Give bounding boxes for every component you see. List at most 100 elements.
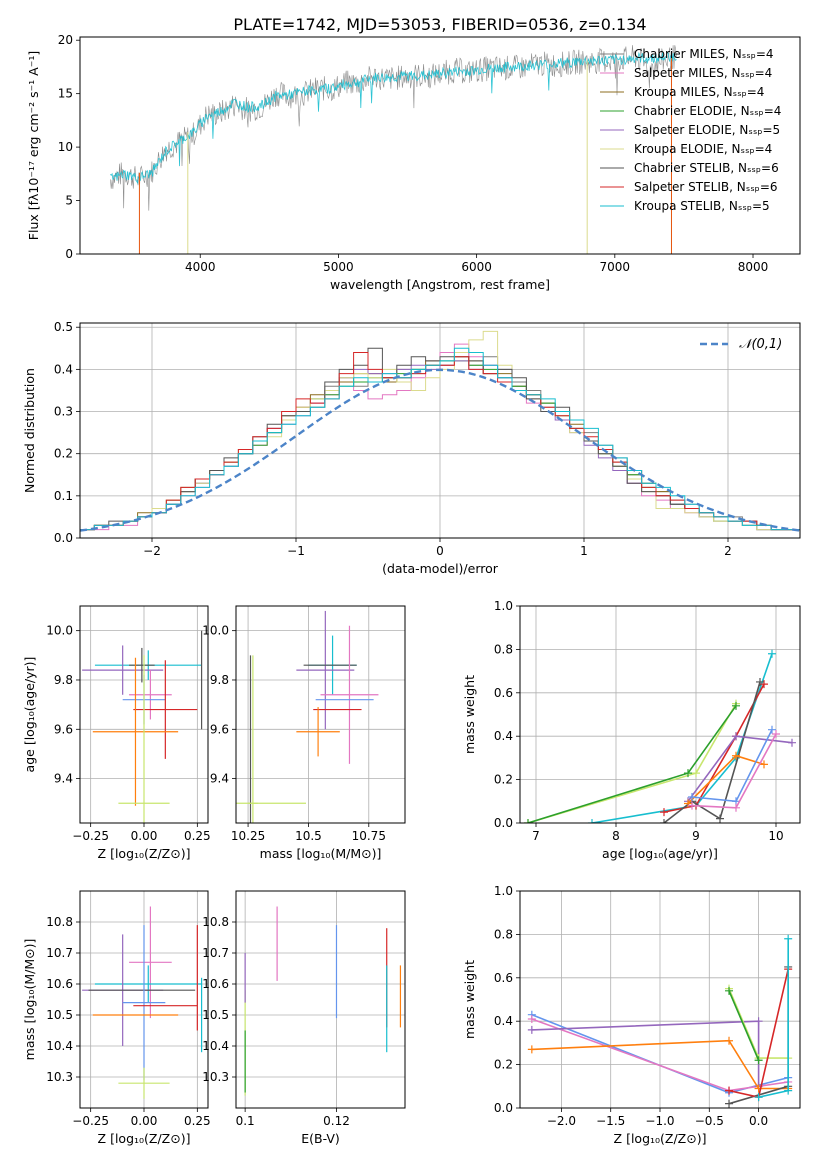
- mass-weight-marker: [732, 732, 740, 741]
- mass-weight-marker: [527, 1025, 536, 1034]
- y-tick-label: 10.5: [202, 1008, 229, 1022]
- y-tick-label: 1.0: [494, 599, 513, 613]
- mass-weight-line-Chabrier ELODIE: [728, 990, 760, 1061]
- plot-area: [80, 330, 800, 532]
- mass-weight-marker: [660, 819, 668, 823]
- plot-area: [82, 630, 203, 823]
- mass-weight-marker: [784, 1086, 793, 1095]
- mass-weight-line-Salpeter STELIB: [663, 683, 765, 813]
- x-tick-label: 7: [532, 829, 540, 843]
- y-tick-label: 10.0: [46, 624, 73, 638]
- y-tick-label: 0.4: [494, 1014, 513, 1028]
- x-tick-label: 6000: [461, 260, 492, 274]
- x-tick-label: 4000: [185, 260, 216, 274]
- y-tick-label: 0.1: [54, 489, 73, 503]
- mass-weight-marker: [688, 801, 696, 810]
- mass-weight-marker: [684, 769, 692, 778]
- x-axis-label: E(B-V): [301, 1131, 340, 1146]
- x-tick-label: 0.25: [184, 829, 211, 843]
- figure-title: PLATE=1742, MJD=53053, FIBERID=0536, z=0…: [233, 15, 646, 34]
- mass-weight-marker: [756, 677, 764, 686]
- x-tick-label: −1: [287, 544, 305, 558]
- y-axis-label: Flux [fλ10⁻¹⁷ erg cm⁻² s⁻¹ A⁻¹]: [26, 51, 41, 240]
- mass-weight-line-Chabrier ELODIE: [527, 705, 737, 823]
- legend-label: Salpeter ELODIE, Nₛₛₚ=5: [634, 123, 780, 137]
- y-tick-label: 9.4: [210, 772, 229, 786]
- mass-weight-line-Kroupa STELIB: [591, 653, 773, 823]
- plot-area: [244, 906, 402, 1096]
- y-tick-label: 10.6: [202, 977, 229, 991]
- y-tick-label: 10.8: [46, 915, 73, 929]
- x-axis-label: (data-model)/error: [382, 561, 499, 576]
- mass-weight-marker: [660, 808, 668, 817]
- mass-weight-line-Kroupa ELODIE: [527, 703, 737, 823]
- y-tick-label: 0.6: [494, 686, 513, 700]
- y-tick-label: 0.8: [494, 642, 513, 656]
- spectrum-line-model: [110, 51, 677, 185]
- mass-weight-marker: [772, 730, 780, 739]
- mass-weight-marker: [754, 1093, 763, 1102]
- legend-label: Salpeter STELIB, Nₛₛₚ=6: [634, 180, 778, 194]
- x-tick-label: −1.5: [596, 1114, 625, 1128]
- y-tick-label: 0.0: [494, 816, 513, 830]
- mass-weight-marker: [768, 649, 776, 658]
- y-tick-label: 10.7: [202, 946, 229, 960]
- y-tick-label: 0.3: [54, 405, 73, 419]
- spectrum-line-data: [110, 45, 677, 211]
- y-tick-label: 9.8: [54, 673, 73, 687]
- mass-weight-marker: [768, 725, 776, 734]
- mass-weight-marker: [524, 819, 532, 823]
- x-axis-label: Z [log₁₀(Z/Z⊙)]: [98, 1131, 191, 1146]
- y-tick-label: 0.4: [494, 729, 513, 743]
- mass-weight-marker: [754, 1056, 763, 1065]
- y-tick-label: 10: [58, 140, 73, 154]
- y-tick-label: 10.4: [46, 1039, 73, 1053]
- x-tick-label: 8000: [738, 260, 769, 274]
- x-tick-label: −1.0: [645, 1114, 674, 1128]
- x-tick-label: 0.00: [131, 1114, 158, 1128]
- mass-weight-line-Kroupa MILES: [531, 1039, 789, 1090]
- y-tick-label: 9.6: [210, 722, 229, 736]
- mass-weight-marker: [732, 751, 740, 760]
- y-tick-label: 0.2: [494, 773, 513, 787]
- y-tick-label: 1.0: [494, 884, 513, 898]
- x-tick-label: 9: [692, 829, 700, 843]
- x-tick-label: 7000: [600, 260, 631, 274]
- plot-area: [524, 649, 796, 823]
- y-tick-label: 0: [65, 247, 73, 261]
- y-axis-label: Normed distribution: [22, 368, 37, 493]
- mass-weight-marker: [760, 760, 768, 769]
- y-tick-label: 5: [65, 194, 73, 208]
- x-tick-label: 10.75: [352, 829, 386, 843]
- x-tick-label: 2: [724, 544, 732, 558]
- y-axis-label: mass weight: [462, 960, 477, 1039]
- x-axis-label: mass [log₁₀(M/M⊙)]: [260, 846, 382, 861]
- x-tick-label: 0.12: [323, 1114, 350, 1128]
- mass-weight-marker: [732, 803, 740, 812]
- histogram-Kroupa STELIB: [80, 347, 800, 531]
- plot-area: [82, 906, 203, 1099]
- y-tick-label: 0.8: [494, 927, 513, 941]
- y-axis-label: age [log₁₀(age/yr)]: [22, 657, 37, 773]
- mass-weight-marker: [716, 814, 724, 823]
- x-tick-label: −2.0: [547, 1114, 576, 1128]
- mass-weight-marker: [725, 986, 734, 995]
- x-tick-label: 0.1: [236, 1114, 255, 1128]
- x-tick-label: 8: [612, 829, 620, 843]
- x-tick-label: 10: [768, 829, 783, 843]
- axes-frame: [235, 890, 406, 1109]
- axes-frame: [79, 36, 801, 255]
- legend-label: Kroupa STELIB, Nₛₛₚ=5: [634, 199, 770, 213]
- x-tick-label: 0: [436, 544, 444, 558]
- y-tick-label: 10.7: [46, 946, 73, 960]
- plot-area: [110, 45, 677, 254]
- legend-label: 𝒩(0,1): [739, 337, 782, 352]
- mass-weight-marker: [688, 792, 696, 801]
- x-tick-label: 10.5: [295, 829, 322, 843]
- legend-label: Kroupa MILES, Nₛₛₚ=4: [634, 85, 764, 99]
- x-tick-label: −0.25: [72, 1114, 109, 1128]
- y-tick-label: 0.2: [494, 1058, 513, 1072]
- residual-histogram-panel: −2 −1 0 1 2 0.0 0.1 0.2 0.3 0.4 0.5 (data-model)/er…: [22, 320, 801, 576]
- axes-frame: [235, 605, 406, 824]
- y-axis-label: mass [log₁₀(M/M⊙)]: [22, 939, 37, 1061]
